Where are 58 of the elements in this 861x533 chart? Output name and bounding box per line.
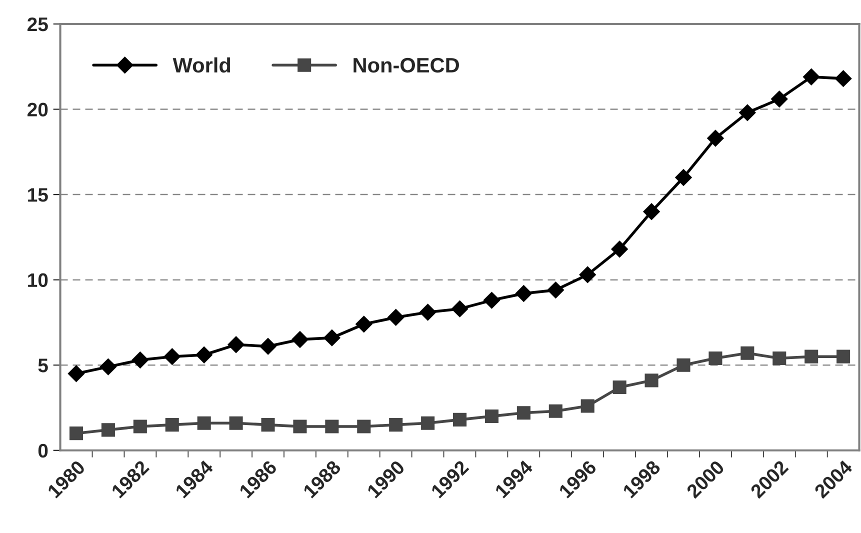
- y-tick-label: 25: [28, 17, 48, 32]
- point: [100, 358, 117, 376]
- y-tick-label: 0: [38, 444, 48, 458]
- y-tick-label: 10: [28, 273, 48, 288]
- point: [165, 418, 179, 432]
- point: [164, 348, 181, 365]
- legend-label: Non-OECD: [354, 58, 459, 73]
- point: [197, 416, 211, 430]
- point: [292, 331, 308, 348]
- point: [740, 346, 754, 360]
- point: [548, 404, 562, 418]
- point: [836, 350, 850, 364]
- point: [802, 68, 820, 86]
- point: [739, 104, 756, 122]
- point: [484, 410, 499, 424]
- point: [676, 358, 690, 372]
- point: [68, 365, 85, 382]
- legend-label: World: [172, 57, 230, 73]
- point: [579, 266, 596, 284]
- point: [515, 285, 532, 302]
- point: [196, 346, 212, 364]
- point: [325, 420, 339, 434]
- point: [387, 308, 404, 326]
- point: [580, 399, 594, 413]
- point: [356, 316, 372, 333]
- point: [804, 350, 818, 364]
- point: [453, 412, 467, 426]
- point: [229, 416, 243, 430]
- point: [611, 240, 628, 258]
- point: [324, 329, 340, 346]
- point: [707, 130, 724, 147]
- point: [357, 420, 371, 434]
- point: [675, 169, 692, 186]
- point: [834, 70, 852, 87]
- point: [451, 300, 468, 318]
- point: [547, 282, 564, 298]
- point: [516, 406, 530, 420]
- point: [228, 336, 244, 354]
- point: [708, 352, 722, 366]
- point: [643, 203, 660, 220]
- point: [644, 374, 658, 388]
- point: [132, 352, 149, 368]
- point: [293, 420, 307, 434]
- point: [772, 352, 786, 366]
- point: [261, 418, 275, 432]
- point: [421, 416, 435, 430]
- y-tick-label: 5: [38, 358, 48, 372]
- point: [389, 418, 403, 432]
- point: [260, 338, 276, 355]
- point: [69, 426, 84, 440]
- point: [612, 380, 626, 394]
- y-tick-label: 20: [28, 102, 48, 116]
- point: [419, 304, 436, 321]
- y-tick-label: 15: [28, 188, 48, 202]
- point: [483, 292, 500, 309]
- point: [771, 90, 788, 108]
- point: [133, 420, 147, 434]
- point: [101, 423, 115, 437]
